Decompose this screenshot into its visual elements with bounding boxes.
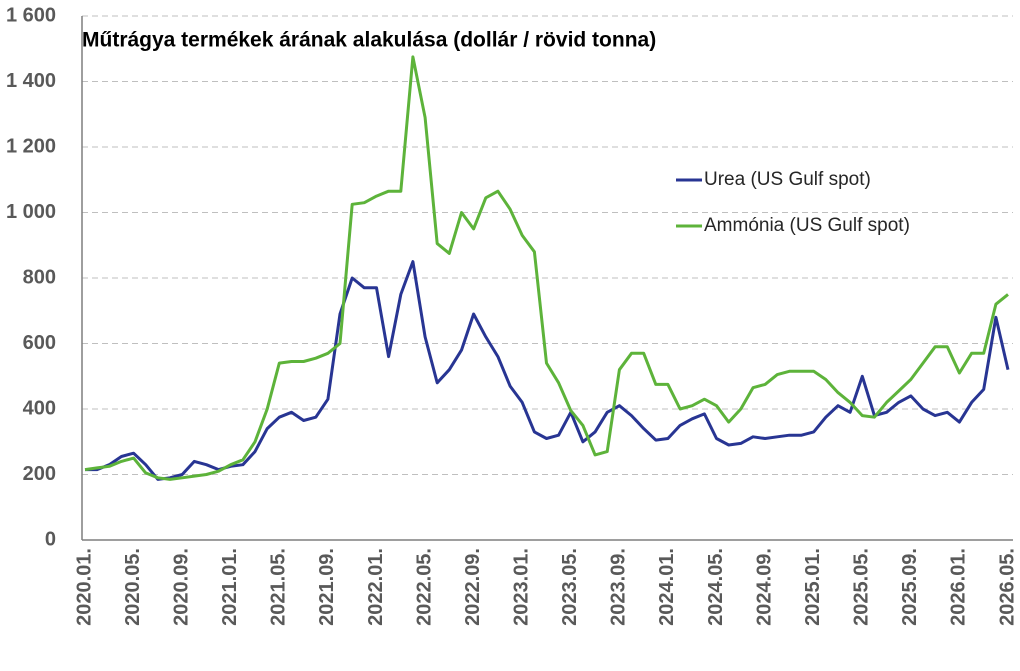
legend-label: Ammónia (US Gulf spot) <box>704 215 910 236</box>
x-tick-label: 2026.01. <box>948 548 970 626</box>
x-tick-label: 2023.05. <box>559 548 581 626</box>
y-tick-label: 1 000 <box>6 201 56 223</box>
x-tick-label: 2022.01. <box>365 548 387 626</box>
x-tick-label: 2023.09. <box>608 548 630 626</box>
x-tick-label: 2024.05. <box>705 548 727 626</box>
x-tick-label: 2020.09. <box>170 548 192 626</box>
x-tick-label: 2024.01. <box>656 548 678 626</box>
x-tick-label: 2022.05. <box>413 548 435 626</box>
x-tick-label: 2021.05. <box>268 548 290 626</box>
x-tick-label: 2022.09. <box>462 548 484 626</box>
line-series <box>84 55 1009 481</box>
y-tick-label: 1 400 <box>6 70 56 92</box>
y-tick-label: 1 600 <box>6 4 56 26</box>
y-tick-label: 400 <box>23 397 56 419</box>
y-tick-label: 1 200 <box>6 135 56 157</box>
x-tick-label: 2025.09. <box>899 548 921 626</box>
x-tick-label: 2020.01. <box>73 548 95 626</box>
legend-label: Urea (US Gulf spot) <box>704 169 871 190</box>
x-tick-label: 2023.01. <box>510 548 532 626</box>
y-tick-label: 800 <box>23 266 56 288</box>
x-tick-label: 2020.05. <box>122 548 144 626</box>
x-tick-label: 2021.01. <box>219 548 241 626</box>
x-tick-label: 2024.09. <box>753 548 775 626</box>
line-series <box>85 260 1010 481</box>
y-tick-label: 0 <box>45 528 56 550</box>
y-tick-label: 200 <box>23 463 56 485</box>
x-tick-label: 2025.01. <box>802 548 824 626</box>
y-tick-label: 600 <box>23 332 56 354</box>
chart-title: Műtrágya termékek árának alakulása (doll… <box>82 29 656 52</box>
x-tick-label: 2021.09. <box>316 548 338 626</box>
x-tick-label: 2025.05. <box>851 548 873 626</box>
x-tick-label: 2026.05. <box>996 548 1018 626</box>
